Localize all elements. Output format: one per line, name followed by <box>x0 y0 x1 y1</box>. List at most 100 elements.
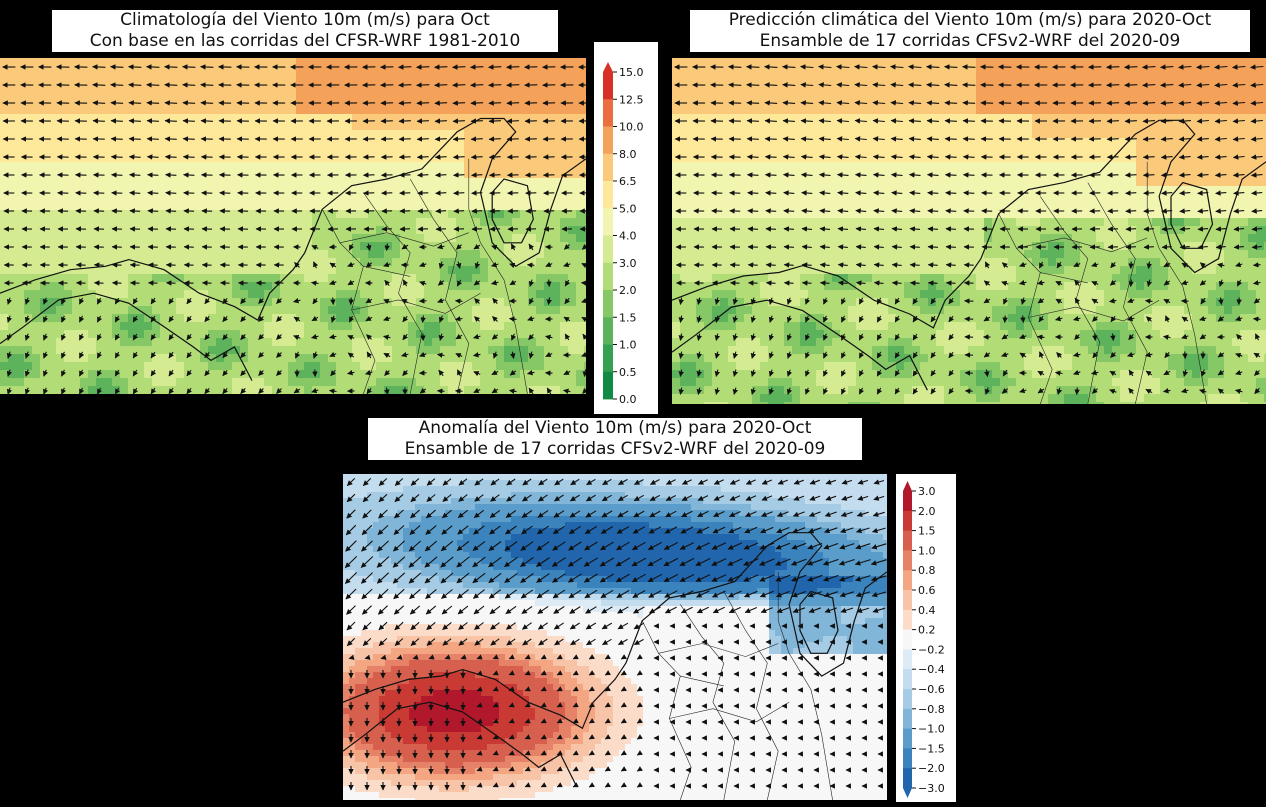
wind-arrow <box>581 297 586 304</box>
wind-arrow <box>453 172 465 178</box>
wind-arrow <box>128 118 141 124</box>
wind-arrow <box>1232 136 1245 142</box>
wind-arrow <box>6 369 13 377</box>
wind-arrow <box>146 64 160 70</box>
wind-arrow <box>948 369 955 377</box>
wind-arrow <box>582 388 586 394</box>
wind-arrow <box>1252 280 1261 286</box>
anomaly-colorbar-swatch <box>903 550 912 571</box>
climatology-map <box>0 58 586 394</box>
wind-arrow <box>729 495 741 501</box>
wind-arrow <box>1250 154 1263 160</box>
wind-arrow <box>365 315 373 322</box>
wind-arrow <box>800 100 814 106</box>
wind-arrow <box>1233 244 1244 250</box>
wind-arrow <box>416 82 430 88</box>
anomaly-colorbar-swatch <box>903 609 912 630</box>
wind-arrow <box>419 261 427 268</box>
anomaly-colorbar-tick-label: 0.6 <box>918 584 936 597</box>
wind-arrow <box>1160 64 1174 70</box>
wind-arrow <box>746 118 759 124</box>
wind-arrow <box>894 315 901 323</box>
wind-arrow <box>1181 279 1189 286</box>
wind-arrow <box>168 369 175 377</box>
wind-arrow <box>222 351 229 359</box>
wind-arrow <box>538 478 548 486</box>
wind-arrow <box>110 136 123 142</box>
wind-arrow <box>1179 244 1190 250</box>
wind-arrow <box>1124 64 1138 70</box>
wind-arrow <box>200 64 214 70</box>
wind-arrow <box>522 494 532 502</box>
wind-arrow <box>527 315 535 322</box>
wind-arrow <box>114 351 121 359</box>
wind-arrow <box>128 64 142 70</box>
wind-arrow <box>873 479 885 485</box>
speed-colorbar-tick-label: 6.5 <box>619 175 637 188</box>
wind-arrow <box>823 369 829 377</box>
wind-arrow <box>1197 226 1209 232</box>
speed-colorbar-swatches <box>603 72 613 400</box>
wind-arrow <box>732 333 739 341</box>
wind-arrow <box>1214 136 1227 142</box>
wind-arrow <box>164 118 177 124</box>
wind-arrow <box>1217 315 1225 322</box>
wind-arrow <box>873 262 884 268</box>
wind-arrow <box>962 118 975 124</box>
wind-arrow <box>858 315 865 323</box>
wind-arrow <box>894 351 901 359</box>
wind-arrow <box>618 478 628 486</box>
speed-colorbar-swatch <box>603 344 613 373</box>
wind-arrow <box>470 100 484 106</box>
wind-arrow <box>858 369 865 377</box>
speed-colorbar-swatch <box>603 126 613 155</box>
wind-arrow <box>1109 388 1117 395</box>
wind-arrow <box>1091 388 1098 394</box>
wind-arrow <box>330 297 336 306</box>
wind-arrow <box>546 279 552 288</box>
anomaly-colorbar-tick-label: −1.5 <box>918 742 945 755</box>
wind-arrow <box>818 172 831 178</box>
wind-arrow <box>506 82 520 88</box>
wind-arrow <box>841 369 847 377</box>
wind-arrow <box>819 280 830 286</box>
wind-arrow <box>276 388 282 394</box>
wind-arrow <box>855 280 866 286</box>
wind-arrow <box>945 280 956 286</box>
wind-arrow <box>750 315 757 323</box>
wind-arrow <box>908 172 921 178</box>
wind-arrow <box>222 333 229 341</box>
wind-arrow <box>1142 82 1156 88</box>
wind-arrow <box>855 262 866 268</box>
wind-arrow <box>926 154 939 160</box>
wind-arrow <box>1163 261 1171 268</box>
wind-arrow <box>768 297 775 305</box>
wind-arrow <box>809 479 821 485</box>
wind-arrow <box>410 478 420 486</box>
wind-arrow <box>962 82 976 88</box>
wind-arrow <box>732 369 739 377</box>
wind-arrow <box>764 154 777 160</box>
wind-arrow <box>819 190 831 196</box>
wind-arrow <box>764 82 778 88</box>
wind-arrow <box>1161 190 1173 196</box>
wind-arrow <box>983 351 991 358</box>
wind-arrow <box>1143 244 1154 250</box>
wind-arrow <box>1019 352 1027 359</box>
wind-arrow <box>488 64 502 70</box>
wind-arrow <box>147 172 159 178</box>
wind-arrow <box>984 261 991 269</box>
wind-arrow <box>222 369 229 377</box>
wind-arrow <box>114 387 121 394</box>
wind-arrow <box>1214 154 1227 160</box>
wind-arrow <box>872 118 885 124</box>
wind-arrow <box>330 315 337 323</box>
wind-arrow <box>854 118 867 124</box>
wind-arrow <box>908 82 922 88</box>
wind-arrow <box>764 136 777 142</box>
wind-arrow <box>962 154 975 160</box>
wind-arrow <box>801 208 813 214</box>
wind-arrow <box>837 190 849 196</box>
wind-arrow <box>746 100 760 106</box>
wind-arrow <box>1199 279 1207 286</box>
